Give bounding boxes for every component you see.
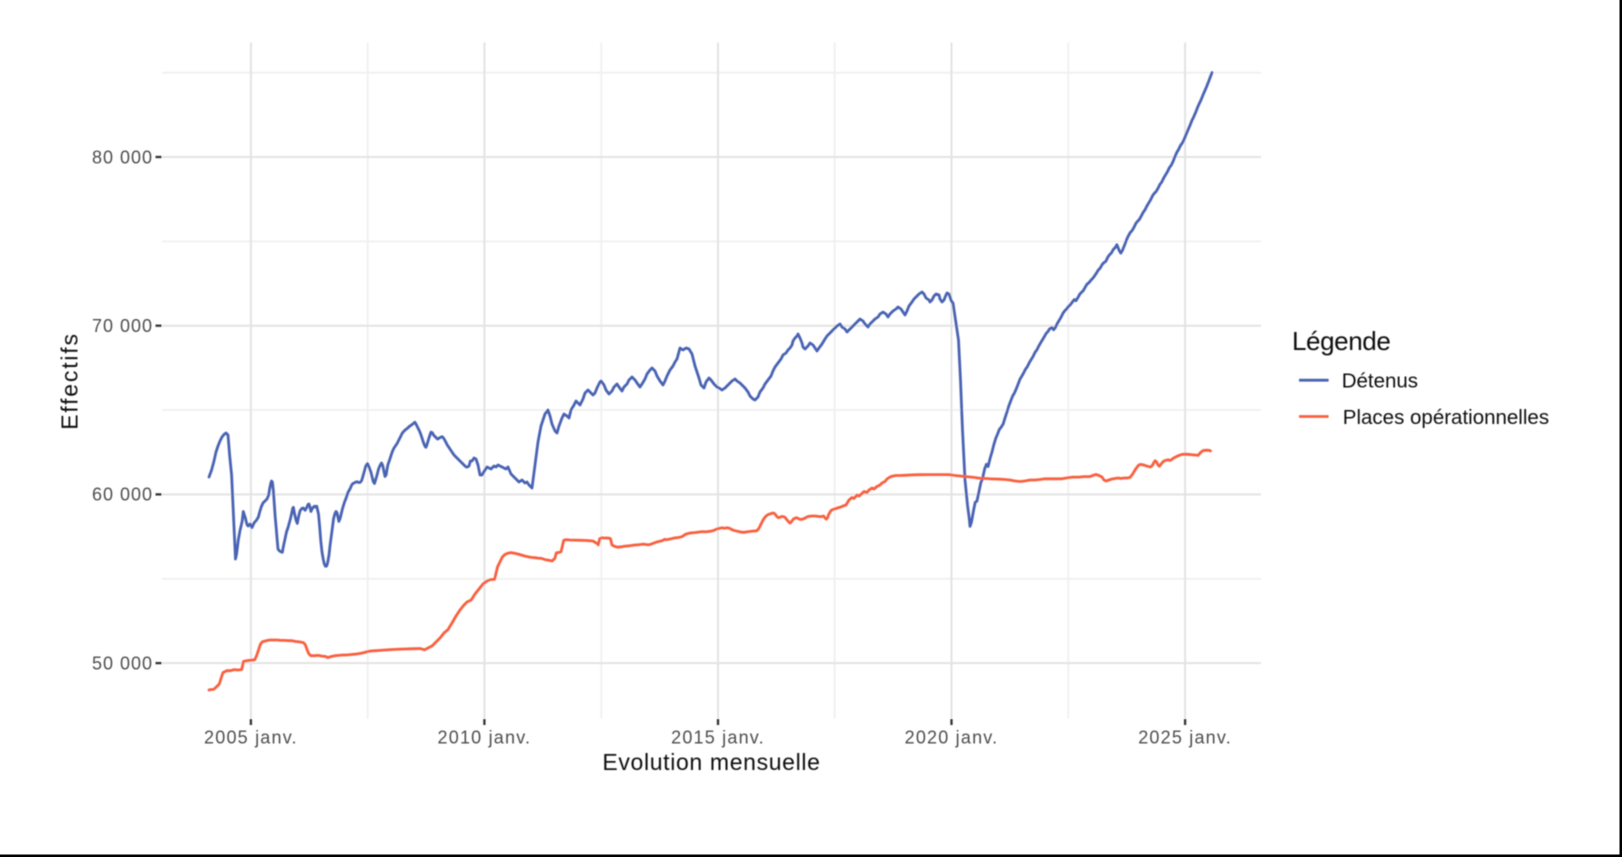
svg-text:Légende: Légende: [1292, 326, 1390, 356]
svg-text:50 000: 50 000: [92, 653, 153, 673]
svg-text:2025 janv.: 2025 janv.: [1138, 728, 1232, 748]
svg-text:2015 janv.: 2015 janv.: [671, 728, 765, 748]
svg-text:Effectifs: Effectifs: [57, 332, 83, 430]
svg-text:80 000: 80 000: [92, 147, 153, 167]
svg-text:Places opérationnelles: Places opérationnelles: [1343, 406, 1549, 429]
svg-text:Evolution mensuelle: Evolution mensuelle: [602, 749, 820, 775]
svg-text:2010 janv.: 2010 janv.: [438, 728, 532, 748]
svg-text:2020 janv.: 2020 janv.: [905, 728, 999, 748]
svg-text:Détenus: Détenus: [1342, 370, 1418, 393]
svg-text:70 000: 70 000: [92, 316, 153, 336]
svg-text:60 000: 60 000: [92, 485, 153, 505]
svg-text:2005 janv.: 2005 janv.: [204, 728, 298, 748]
